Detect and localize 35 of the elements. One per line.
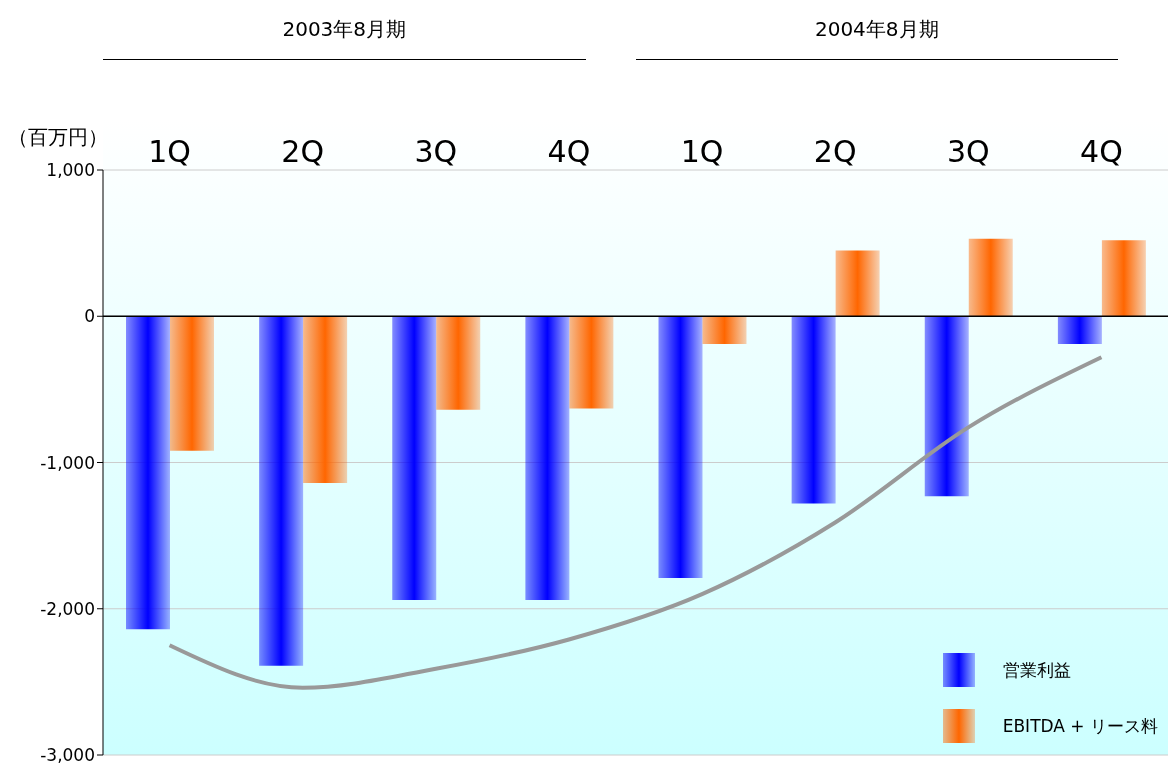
- legend-label: EBITDA + リース料: [1002, 714, 1158, 738]
- legend-label: 営業利益: [1002, 658, 1071, 682]
- bar: [436, 316, 481, 410]
- y-tick-label: -3,000: [40, 745, 95, 766]
- line-series: [167, 355, 1104, 690]
- bar: [569, 316, 614, 409]
- y-axis-title: （百万円）: [8, 124, 108, 151]
- bar: [924, 316, 969, 497]
- text: 2004年8月期: [635, 16, 1118, 60]
- bar: [126, 316, 170, 630]
- bar: [702, 316, 747, 345]
- bar: [1101, 240, 1146, 317]
- y-tick-label: 1,000: [46, 160, 95, 181]
- x-tick-label: 4Q: [547, 134, 591, 169]
- x-tick-label: 1Q: [148, 134, 191, 169]
- x-tick-label: 3Q: [414, 134, 458, 169]
- x-tick-label: 1Q: [680, 134, 724, 169]
- bar: [525, 316, 570, 600]
- bar: [1057, 316, 1102, 345]
- y-tick-label: 0: [84, 306, 95, 327]
- bar: [259, 316, 304, 666]
- bar: [968, 238, 1013, 317]
- x-tick-label: 2Q: [281, 134, 325, 169]
- bar: [658, 316, 703, 579]
- text: 2003年8月期: [103, 16, 586, 60]
- bar: [791, 316, 836, 504]
- y-tick-label: -2,000: [40, 598, 95, 619]
- bar: [170, 316, 214, 451]
- y-tick-label: -1,000: [40, 452, 95, 473]
- bar: [392, 316, 437, 600]
- bar: [835, 250, 880, 317]
- x-tick-label: 2Q: [813, 134, 857, 169]
- x-tick-label: 3Q: [946, 134, 990, 169]
- bar: [303, 316, 348, 483]
- x-tick-label: 4Q: [1080, 134, 1123, 169]
